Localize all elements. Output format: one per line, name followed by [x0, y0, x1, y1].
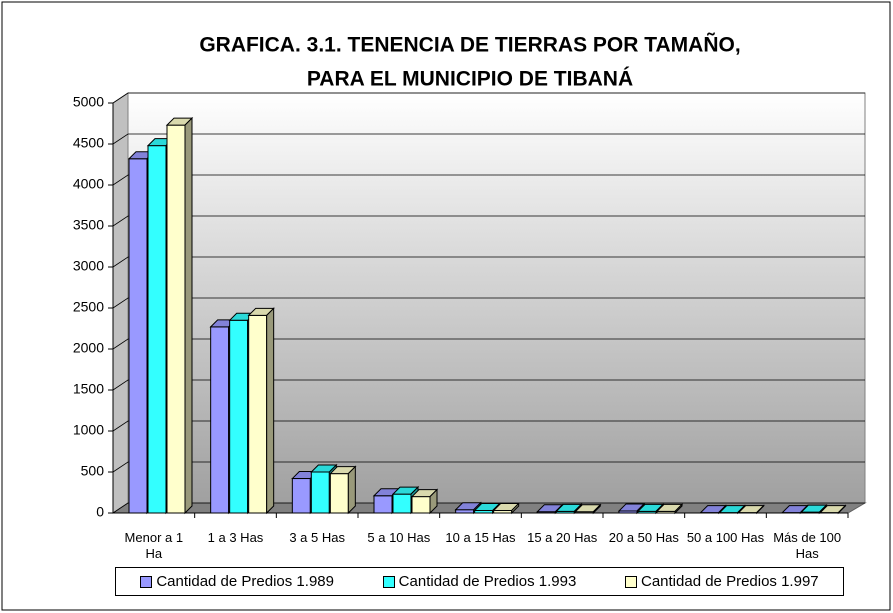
y-tick-label: 1000	[73, 422, 104, 438]
bar-side	[837, 504, 846, 515]
bar-front	[128, 158, 148, 514]
bar-front	[147, 145, 167, 514]
bar-front	[248, 314, 268, 514]
grid-line	[112, 297, 865, 309]
bar	[655, 503, 684, 515]
bar	[165, 116, 194, 515]
legend-item: Cantidad de Predios 1.993	[382, 573, 577, 590]
bar-front	[310, 471, 330, 514]
legend-item: Cantidad de Predios 1.997	[625, 573, 819, 590]
bar-front	[291, 478, 311, 514]
bar-side	[184, 116, 193, 515]
bar	[555, 503, 583, 515]
bar-front	[373, 495, 393, 514]
x-tick-label: 1 a 3 Has	[207, 530, 264, 545]
x-tick-label: 3 a 5 Has	[289, 530, 345, 545]
y-tick-label: 3500	[73, 217, 104, 233]
bar	[410, 488, 439, 515]
bar	[737, 504, 765, 515]
legend-label: Cantidad de Predios 1.989	[156, 573, 334, 590]
grid-line	[112, 461, 865, 473]
x-tick-label: Menor a 1 Ha	[124, 530, 184, 561]
bar-side	[674, 503, 683, 515]
bar-front	[329, 473, 349, 514]
bar-side	[511, 502, 520, 515]
bar-side	[266, 307, 275, 515]
x-tick-label: 15 a 20 Has	[527, 530, 598, 545]
y-tick-label: 2000	[73, 340, 104, 356]
y-tick-label: 2500	[73, 299, 104, 315]
legend: Cantidad de Predios 1.989 Cantidad de Pre…	[115, 567, 844, 596]
bar	[574, 503, 602, 515]
bar-side	[592, 503, 601, 515]
grid-line	[112, 420, 865, 432]
chart-subtitle: PARA EL MUNICIPIO DE TIBANÁ	[307, 68, 633, 91]
bar-front	[229, 319, 249, 514]
x-tick-label: Más de 100 Has	[773, 530, 842, 561]
grid-line	[112, 502, 865, 514]
legend-swatch	[382, 575, 395, 588]
bar-front	[411, 496, 431, 514]
legend-item: Cantidad de Predios 1.989	[140, 573, 334, 590]
chart-title: GRAFICA. 3.1. TENENCIA DE TIERRAS POR TA…	[199, 34, 740, 57]
bar-front	[210, 326, 230, 514]
grid-line	[112, 338, 865, 350]
y-tick-label: 4000	[73, 176, 104, 192]
bar-side	[347, 465, 356, 515]
y-tick-label: 500	[81, 463, 105, 479]
grid-line	[112, 256, 865, 268]
bar-front	[392, 493, 412, 514]
y-tick-label: 5000	[73, 94, 104, 110]
grid-line	[112, 133, 865, 145]
bar-side	[756, 504, 765, 515]
legend-label: Cantidad de Predios 1.993	[398, 573, 577, 590]
y-tick-label: 0	[96, 504, 104, 520]
grid-line	[112, 215, 865, 227]
grid-line	[112, 92, 865, 104]
x-tick-label: 50 a 100 Has	[686, 530, 765, 545]
bar	[819, 504, 847, 515]
x-tick-label: 5 a 10 Has	[367, 530, 431, 545]
y-tick-label: 4500	[73, 135, 104, 151]
bar-side	[429, 488, 438, 515]
bar	[492, 502, 520, 515]
bar	[329, 465, 357, 515]
bar	[617, 502, 646, 515]
bar	[800, 503, 828, 515]
bar-front	[166, 124, 186, 514]
grid-line	[112, 174, 865, 186]
y-tick-label: 1500	[73, 381, 104, 397]
grid-line	[112, 379, 865, 391]
legend-swatch	[140, 575, 153, 588]
legend-label: Cantidad de Predios 1.997	[641, 573, 819, 590]
x-tick-label: 20 a 50 Has	[608, 530, 679, 545]
x-tick-label: 10 a 15 Has	[445, 530, 516, 545]
y-tick-label: 3000	[73, 258, 104, 274]
legend-swatch	[625, 575, 637, 588]
bar	[247, 307, 275, 515]
